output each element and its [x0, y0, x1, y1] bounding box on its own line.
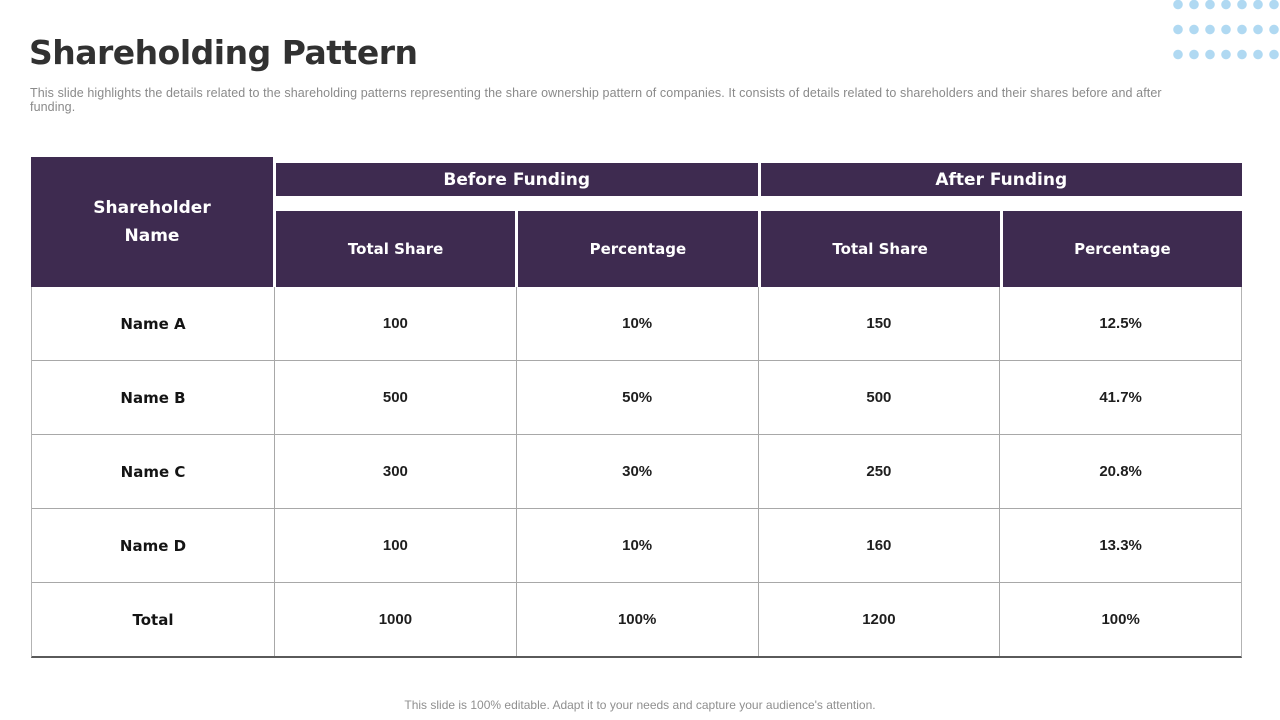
- table-header-right: Before Funding After Funding Total Share…: [276, 157, 1242, 287]
- shareholder-name-cell: Total: [132, 610, 174, 629]
- before-percentage-cell: 100%: [515, 583, 758, 656]
- before-percentage-cell: 10%: [515, 509, 758, 582]
- funding-group-header-row: Before Funding After Funding: [276, 163, 1242, 196]
- after-percentage-cell: 13.3%: [999, 509, 1241, 582]
- table-row: Name A 100 10% 150 12.5%: [32, 287, 1241, 360]
- after-percentage-header: Percentage: [1002, 211, 1242, 287]
- after-total-share-cell: 160: [757, 509, 1000, 582]
- table-body: Name A 100 10% 150 12.5% Name B 500 50% …: [31, 287, 1242, 658]
- after-percentage-cell: 20.8%: [999, 435, 1241, 508]
- after-funding-header: After Funding: [760, 163, 1242, 196]
- after-percentage-cell: 12.5%: [999, 287, 1241, 360]
- after-percentage-cell: 100%: [999, 583, 1241, 656]
- slide-subtitle: This slide highlights the details relate…: [30, 86, 1162, 114]
- after-total-share-cell: 150: [757, 287, 1000, 360]
- slide-title: Shareholding Pattern: [29, 33, 418, 72]
- table-row: Name B 500 50% 500 41.7%: [32, 360, 1241, 434]
- table-row: Name D 100 10% 160 13.3%: [32, 508, 1241, 582]
- shareholding-table: Shareholder Name Before Funding After Fu…: [31, 157, 1242, 658]
- after-total-share-cell: 1200: [757, 583, 1000, 656]
- sub-header-row: Total Share Percentage Total Share Perce…: [276, 211, 1242, 287]
- before-total-share-header: Total Share: [276, 211, 516, 287]
- shareholder-name-cell: Name C: [120, 462, 186, 481]
- dot-grid-decoration: [1170, 0, 1280, 62]
- after-total-share-header: Total Share: [760, 211, 1000, 287]
- before-total-share-cell: 1000: [274, 583, 516, 656]
- shareholder-name-cell: Name B: [120, 388, 186, 407]
- before-total-share-cell: 100: [274, 287, 516, 360]
- shareholder-name-header: Shareholder Name: [31, 157, 273, 287]
- before-percentage-header: Percentage: [518, 211, 758, 287]
- table-row: Name C 300 30% 250 20.8%: [32, 434, 1241, 508]
- before-total-share-cell: 300: [274, 435, 516, 508]
- before-total-share-cell: 100: [274, 509, 516, 582]
- shareholder-name-cell: Name A: [120, 314, 186, 333]
- shareholder-name-cell: Name D: [119, 536, 187, 555]
- before-percentage-cell: 30%: [515, 435, 758, 508]
- before-percentage-cell: 10%: [515, 287, 758, 360]
- slide-footer-note: This slide is 100% editable. Adapt it to…: [404, 698, 876, 712]
- table-row-total: Total 1000 100% 1200 100%: [32, 582, 1241, 656]
- after-total-share-cell: 250: [757, 435, 1000, 508]
- table-header: Shareholder Name Before Funding After Fu…: [31, 157, 1242, 287]
- after-total-share-cell: 500: [757, 361, 1000, 434]
- after-percentage-cell: 41.7%: [999, 361, 1241, 434]
- before-percentage-cell: 50%: [515, 361, 758, 434]
- before-total-share-cell: 500: [274, 361, 516, 434]
- before-funding-header: Before Funding: [276, 163, 758, 196]
